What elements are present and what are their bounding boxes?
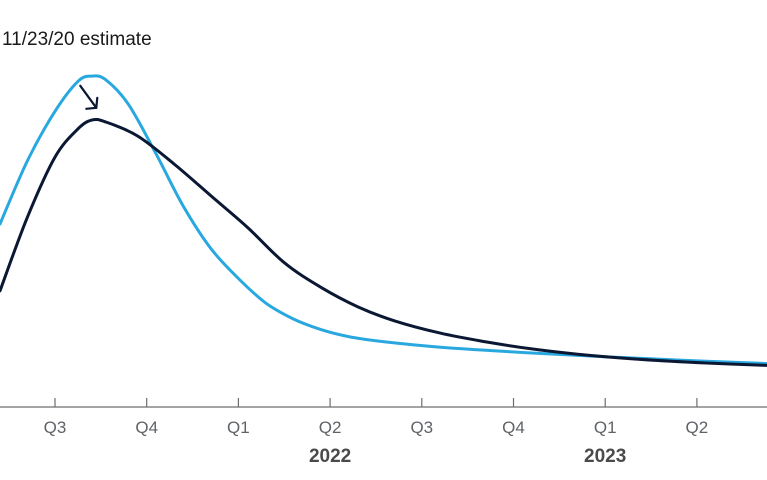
series-layer: [0, 74, 767, 367]
x-tick-label: Q1: [594, 418, 617, 437]
legend-text: 11/23/20 estimate: [2, 29, 152, 50]
annotation-arrow: [79, 84, 99, 110]
series-line-2: [0, 117, 767, 367]
x-group-label: 2022: [309, 446, 351, 467]
x-tick-label: Q2: [319, 418, 342, 437]
x-tick-label: Q1: [227, 418, 250, 437]
x-tick-label: Q4: [502, 418, 525, 437]
x-group-label: 2023: [584, 446, 626, 467]
x-tick-label: Q3: [410, 418, 433, 437]
series-line-1: [0, 74, 767, 366]
x-tick-label: Q3: [44, 418, 67, 437]
x-tick-label: Q4: [135, 418, 158, 437]
annotation-layer: [79, 84, 99, 110]
x-axis-ticks: Q3 Q4 Q1 Q2 Q3 Q4 Q1 Q2 2022 2023: [44, 398, 709, 467]
x-tick-label: Q2: [686, 418, 709, 437]
